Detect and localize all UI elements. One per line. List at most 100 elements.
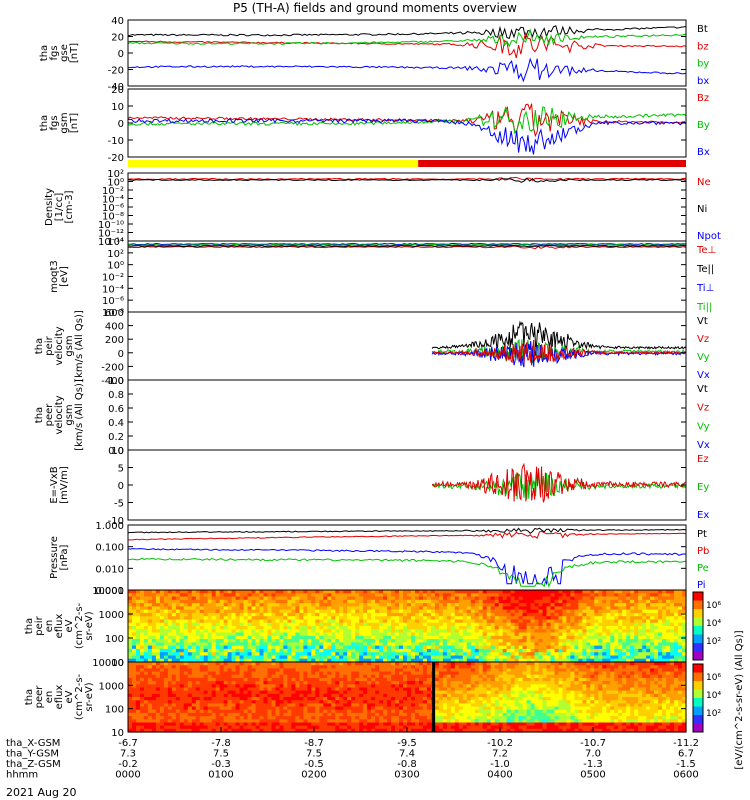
peir_vel-ylabel: tha — [34, 338, 45, 354]
legend-peer_vel-3: Vx — [697, 440, 710, 451]
legend-density-2: Npot — [697, 231, 721, 242]
colorbar-frame — [692, 591, 704, 661]
peer_vel-ytick-label: 0.0 — [108, 446, 124, 457]
legend-efield-2: Ex — [697, 510, 709, 521]
legend-temp-0: Te⊥ — [696, 245, 716, 256]
peer_spec-heatmap — [128, 662, 687, 733]
peer_vel-ylabel: tha — [34, 407, 45, 423]
pressure-ylabel: Pressure — [49, 536, 60, 579]
pi-line — [127, 548, 687, 586]
fgs_gsm-ytick-label: -20 — [108, 153, 124, 164]
efield-ylabel: E=-VxB — [49, 466, 60, 503]
mode-bar — [128, 160, 686, 167]
ephemeris-value: -0.5 — [304, 759, 324, 770]
fgs_gse-ylabel: tha — [39, 45, 50, 61]
temp-ytick-label: 10⁻⁶ — [102, 296, 124, 307]
panel-peir_spec: 10000 1000 100 10 tha peir en eflux eV (cm^2-s-sr… — [24, 586, 687, 669]
peir_spec-ytick-label: 10000 — [92, 586, 124, 597]
efield-ylabel: [mV/m] — [59, 466, 70, 504]
peir_spec-heatmap — [128, 590, 687, 663]
fgs_gse-ytick-label: 0 — [118, 49, 124, 60]
fgs_gsm-ylabel: fgs — [49, 115, 60, 130]
vz-line — [432, 339, 687, 364]
ephemeris-label: tha_Z-GSM — [6, 759, 61, 770]
temp-ylabel: [eV] — [59, 266, 70, 287]
ephemeris-value: -7.8 — [211, 738, 231, 749]
density-ytick-label: 10⁻¹⁰ — [98, 220, 124, 231]
colorbar-0: 10⁶ 10⁴ 10² — [692, 591, 721, 661]
pt-line — [127, 527, 687, 534]
ephemeris-label: tha_X-GSM — [6, 738, 60, 749]
temp-lines — [127, 242, 687, 250]
ephemeris-value: 7.2 — [492, 749, 508, 760]
peir_spec-ylabel: peir — [34, 615, 45, 635]
legend-pressure-0: Pt — [697, 529, 707, 540]
fgs_gsm-lines — [127, 103, 687, 155]
legend-peer_vel-1: Vz — [697, 403, 709, 414]
legend-pressure-1: Pb — [697, 546, 709, 557]
peir_spec-ylabel: sr-eV) — [84, 611, 95, 640]
efield-ytick-label: -5 — [114, 499, 124, 510]
peer_vel-ylabel: peer — [44, 403, 55, 427]
pb-line — [128, 530, 687, 541]
density-ytick-label: 10⁻⁸ — [102, 212, 124, 223]
peir_vel-ytick-label: -200 — [101, 362, 124, 373]
peer_spec-ylabel: eflux — [54, 685, 65, 710]
ne-line — [127, 176, 687, 182]
mode-bar-fast — [418, 160, 686, 167]
fgs_gsm-ytick-label: 20 — [111, 85, 124, 96]
efield-ytick-label: 10 — [111, 446, 124, 457]
panel-pressure: 1.000 0.100 0.010 0.001 Pressure [nPa] Pt Pb Pe P… — [49, 521, 709, 597]
legend-fgs_gse-1: bz — [697, 41, 709, 52]
ephemeris-value: 7.4 — [399, 749, 415, 760]
te-perp-line — [127, 245, 687, 250]
legend-peir_vel-2: Vy — [697, 352, 710, 363]
legend-fgs_gse-0: Bt — [697, 24, 708, 35]
legend-pressure-3: Pi — [697, 580, 706, 591]
ephemeris-value: 7.0 — [585, 749, 601, 760]
ni-line — [127, 177, 687, 183]
peer_vel-ytick-label: 1.0 — [108, 376, 124, 387]
density-ytick-label: 10⁻⁶ — [102, 203, 124, 214]
peir_vel-ytick-label: 200 — [105, 335, 124, 346]
peir_vel-ytick-label: 600 — [105, 308, 124, 319]
density-ylabel: [1/cc] — [54, 193, 65, 222]
ephemeris-value: 0200 — [301, 770, 326, 781]
peer_spec-ytick-label: 1000 — [99, 681, 124, 692]
ephemeris-value: 0100 — [208, 770, 233, 781]
density-frame — [127, 172, 687, 242]
temp-frame — [127, 240, 687, 313]
peir_spec-ytick-label: 10 — [111, 658, 124, 669]
density-ytick-label: 10⁻⁴ — [102, 195, 124, 206]
legend-density-1: Ni — [697, 204, 707, 215]
density-ytick-label: 10⁰ — [107, 178, 124, 189]
density-ylabel: [cm-3] — [64, 190, 75, 223]
peer_vel-ylabel: gsm — [64, 404, 75, 425]
colorbar-frame — [692, 663, 704, 733]
temp-ytick-label: 10² — [107, 249, 124, 260]
ephemeris-value: -1.5 — [676, 759, 696, 770]
colorbar-tick-label: 10² — [706, 637, 721, 647]
ephemeris-value: -0.8 — [397, 759, 417, 770]
legend-pressure-2: Pe — [697, 563, 709, 574]
legend-temp-3: Ti|| — [696, 302, 712, 313]
legend-density-0: Ne — [697, 177, 711, 188]
peer_vel-ylabel: velocity — [54, 395, 65, 434]
fgs_gse-ytick-label: 20 — [111, 33, 124, 44]
efield-lines — [431, 462, 687, 503]
pressure-ytick-label: 0.001 — [95, 586, 124, 597]
ephemeris-value: -11.2 — [673, 738, 699, 749]
bx-line — [127, 118, 687, 155]
legend-peir_vel-0: Vt — [697, 316, 708, 327]
colorbar-label: [eV/(cm^2-s-sr-eV) (All Qs)] — [734, 630, 745, 769]
ephemeris-value: 6.7 — [678, 749, 694, 760]
peer-spec-gap — [432, 662, 436, 732]
fgs_gse-ylabel: gse — [59, 44, 70, 62]
legend-temp-2: Ti⊥ — [696, 283, 714, 294]
peer_vel-frame — [127, 379, 687, 451]
legend-fgs_gsm-1: By — [697, 120, 710, 131]
plot-title: P5 (TH-A) fields and ground moments over… — [233, 1, 517, 15]
peer_spec-ylabel: en — [44, 691, 55, 704]
